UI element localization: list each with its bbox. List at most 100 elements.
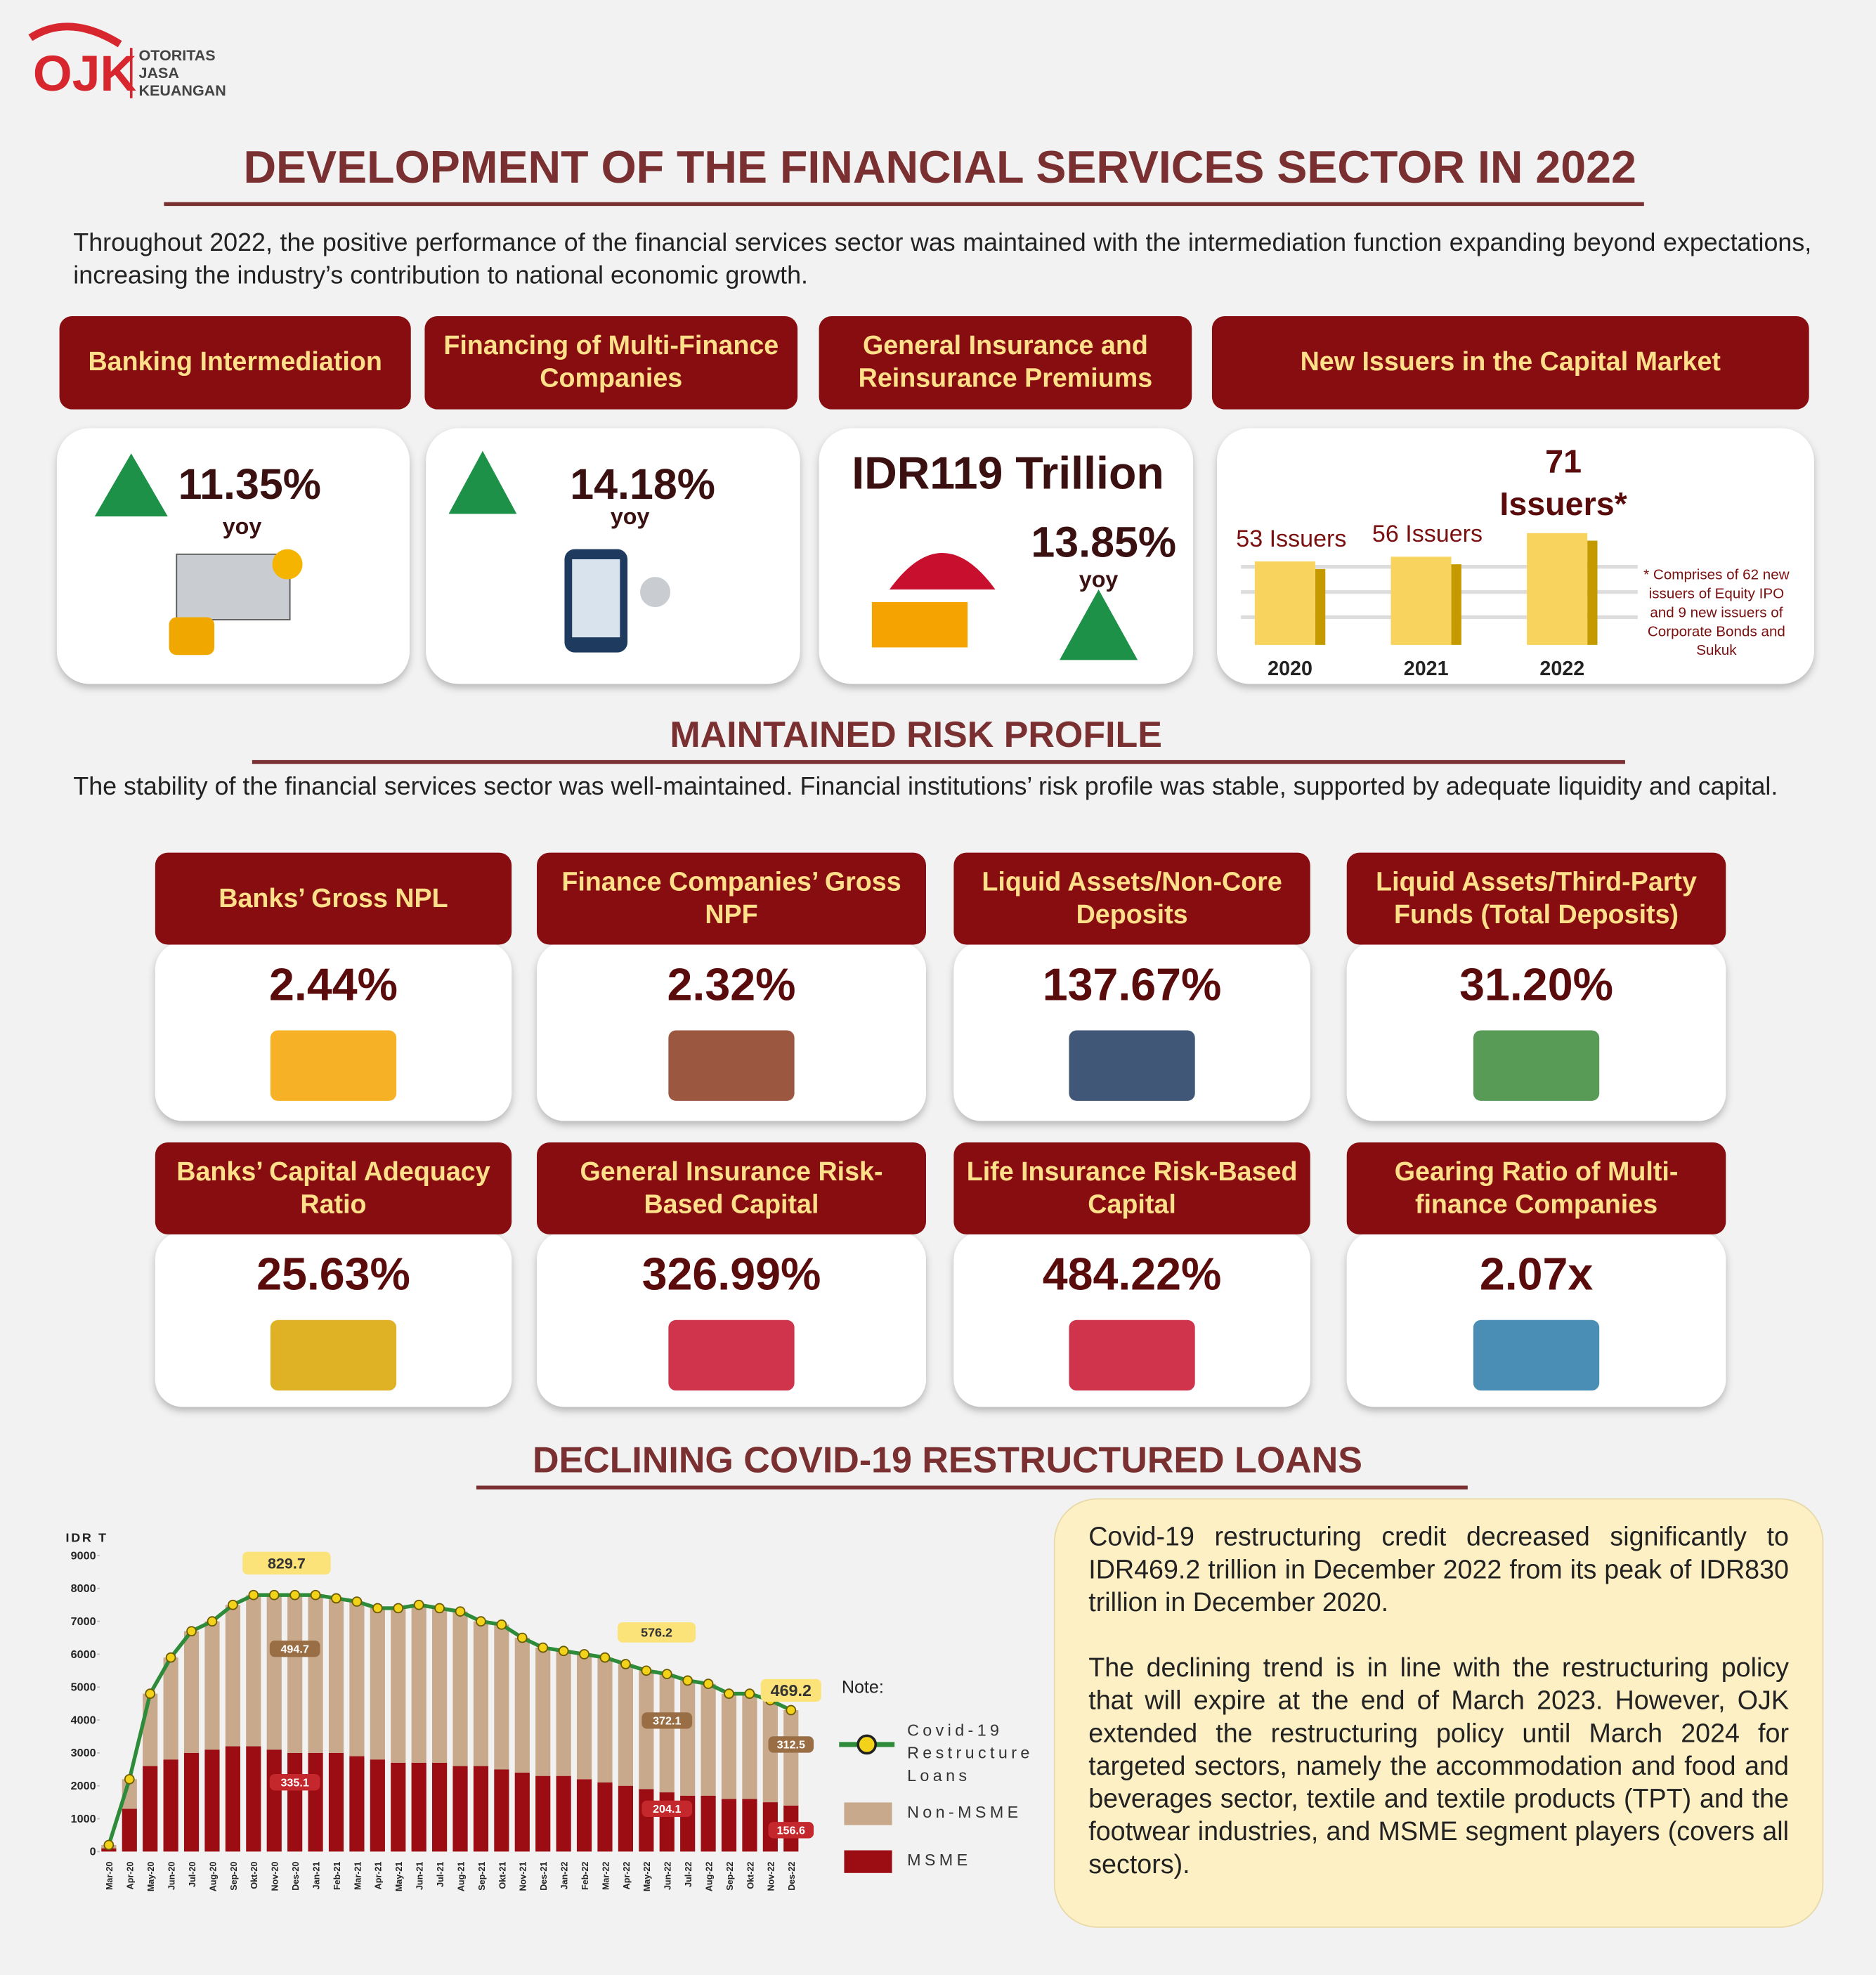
bar-side (1315, 568, 1326, 645)
bar-segment (494, 1769, 509, 1852)
card-header (537, 1142, 926, 1234)
paragraph-box: Covid-19 restructuring credit decreased … (1088, 1523, 1789, 1617)
x-tick-label: 2022 (1539, 658, 1584, 680)
card-title: Life Insurance Risk-Based Capital (966, 1156, 1298, 1219)
bar-segment (391, 1608, 406, 1763)
line-point (228, 1599, 238, 1610)
bar-segment (122, 1808, 137, 1852)
bar-segment (452, 1766, 468, 1852)
line-point (289, 1589, 301, 1601)
annotation-box (617, 1622, 696, 1643)
axis-label: IDR T (66, 1530, 108, 1544)
legend-swatch (844, 1850, 892, 1873)
line-point (145, 1688, 156, 1699)
bar-segment (308, 1595, 323, 1753)
x-tick-label: Jun-22 (663, 1862, 673, 1890)
icon-umbrella (889, 553, 996, 589)
legend-label-box: Non-MSME (907, 1802, 1018, 1821)
line-point (331, 1593, 341, 1604)
annotation: 312.5 (777, 1739, 805, 1752)
x-tick-label: Nov-20 (271, 1862, 280, 1891)
line-point (538, 1642, 549, 1653)
up-arrow (448, 450, 517, 514)
card-title: Liquid Assets/Third-Party Funds (Total D… (1376, 867, 1697, 930)
card-note: yoy (223, 514, 262, 539)
x-tick-label: Des-22 (787, 1862, 797, 1891)
card-title: General Insurance Risk-Based Capital (580, 1156, 883, 1219)
line-point (393, 1603, 404, 1614)
card-title-box: General Insurance Risk-Based Capital (580, 1156, 883, 1219)
bar-segment (742, 1799, 757, 1852)
line-point (372, 1603, 383, 1614)
bar-segment (742, 1693, 757, 1799)
annotation: 372.1 (653, 1715, 681, 1728)
icon-screen (572, 559, 620, 638)
card-value: 2.32% (667, 959, 796, 1010)
x-tick-label: Apr-22 (622, 1862, 632, 1890)
line-point (248, 1589, 259, 1601)
card-title-box: Finance Companies’ Gross NPF (561, 867, 901, 930)
annotation: 576.2 (641, 1626, 672, 1640)
icon-coins (169, 617, 215, 656)
bar-segment (328, 1598, 344, 1753)
line-point (744, 1688, 755, 1699)
x-tick-label: Jan-21 (311, 1862, 321, 1890)
x-tick-label: Jun-21 (415, 1862, 425, 1890)
logo-mark: OJK (33, 46, 137, 102)
bar-segment (163, 1759, 178, 1852)
card-icon (270, 1319, 397, 1391)
card-icon (668, 1319, 795, 1391)
annotation: 494.7 (280, 1643, 308, 1655)
bar-segment (680, 1680, 696, 1796)
x-tick-label: 2021 (1404, 658, 1449, 680)
x-tick-label: May-22 (642, 1862, 652, 1892)
card-title-box: General Insurance and Reinsurance Premiu… (858, 331, 1153, 393)
bar-segment (514, 1638, 530, 1773)
bar-segment (639, 1670, 654, 1790)
logo-text: OTORITAS (139, 47, 216, 64)
bar-segment (514, 1772, 530, 1852)
card-title-box: Liquid Assets/Third-Party Funds (Total D… (1376, 867, 1697, 930)
y-tick-label: 6000 (71, 1648, 96, 1661)
card-title: Finance Companies’ Gross NPF (561, 867, 901, 930)
card-header (953, 852, 1310, 945)
bar-segment (535, 1775, 551, 1852)
card-header (424, 315, 798, 410)
line-point (268, 1589, 280, 1601)
card-note: yoy (611, 504, 650, 529)
card-value: 11.35% (178, 460, 321, 508)
legend-label: Covid-19 Restructure Loans (907, 1720, 1034, 1785)
y-tick-label: 1000 (71, 1813, 96, 1825)
legend-label: MSME (907, 1850, 972, 1870)
x-tick-label: Jan-22 (560, 1862, 570, 1890)
line-point (103, 1839, 115, 1851)
x-tick-label: Mar-22 (601, 1862, 611, 1890)
line-point (434, 1603, 445, 1614)
card-title-box: Gearing Ratio of Multi-finance Companies (1395, 1157, 1679, 1219)
card-header (155, 1142, 512, 1234)
card-title-box: Banks’ Gross NPL (219, 884, 448, 913)
card-title: General Insurance and Reinsurance Premiu… (858, 331, 1153, 393)
card-icon (1069, 1319, 1195, 1391)
bar-segment (535, 1648, 551, 1776)
card-value: 25.63% (256, 1249, 410, 1300)
card-value: 31.20% (1459, 959, 1613, 1010)
annotation-box (269, 1774, 320, 1791)
bar-segment (143, 1766, 158, 1852)
x-tick-label: Des-21 (539, 1862, 549, 1891)
card-header (59, 315, 411, 410)
card-title-box: Life Insurance Risk-Based Capital (966, 1156, 1298, 1219)
card-icon (270, 1030, 397, 1101)
up-arrow (94, 453, 168, 517)
bar-segment (701, 1795, 716, 1852)
card (1217, 428, 1814, 684)
line-point (186, 1626, 197, 1637)
text-panel (1053, 1498, 1824, 1928)
bar-segment (266, 1749, 282, 1852)
value-label-box: 53 Issuers (1236, 526, 1346, 553)
chart-title: New Issuers in the Capital Market (1300, 347, 1721, 377)
x-tick-label: Feb-21 (332, 1862, 342, 1890)
bar-segment (411, 1762, 426, 1852)
card-icon (668, 1030, 795, 1101)
